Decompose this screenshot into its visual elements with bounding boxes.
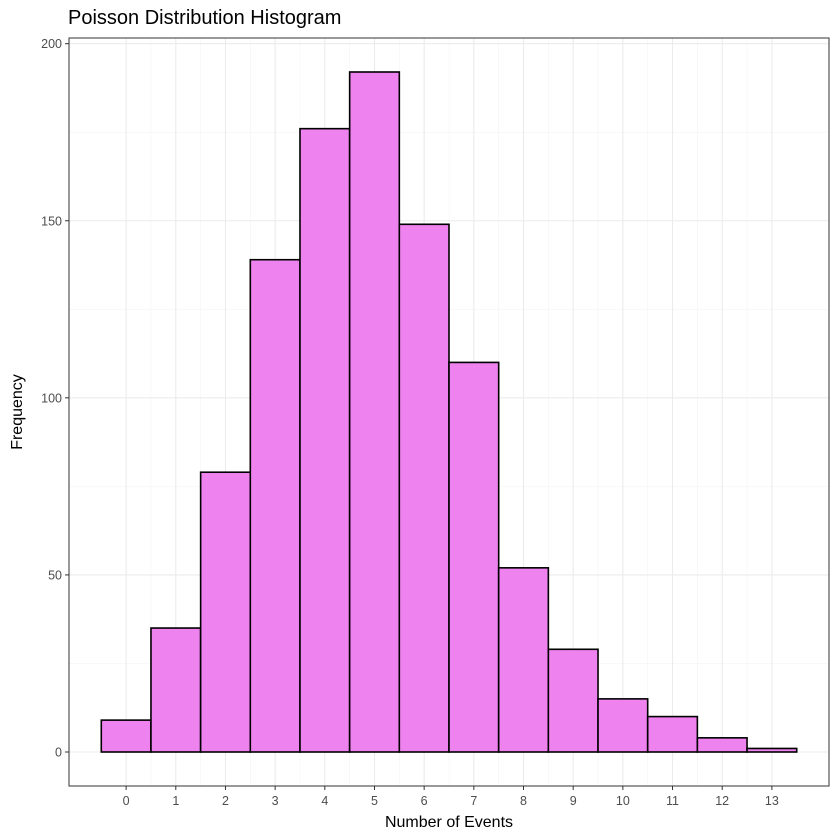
x-tick-label: 0: [123, 794, 130, 808]
x-tick-label: 2: [222, 794, 229, 808]
x-tick-label: 11: [666, 794, 679, 808]
x-tick-label: 10: [616, 794, 630, 808]
y-tick-label: 100: [41, 391, 62, 405]
y-tick-label: 50: [48, 568, 62, 582]
y-tick-label: 150: [41, 214, 62, 228]
bar-6: [398, 223, 450, 753]
bar-10: [597, 698, 649, 753]
bar-12: [696, 737, 748, 753]
x-tick-label: 12: [715, 794, 729, 808]
chart-title: Poisson Distribution Histogram: [68, 7, 341, 29]
x-tick-label: 9: [570, 794, 577, 808]
x-tick-label: 1: [172, 794, 179, 808]
bar-1: [150, 627, 202, 753]
x-axis-title: Number of Events: [385, 814, 513, 831]
bar-3: [249, 258, 301, 753]
bar-9: [547, 648, 599, 753]
bar-4: [299, 127, 351, 753]
x-tick-label: 4: [321, 794, 328, 808]
y-tick-label: 200: [41, 37, 62, 51]
y-axis-title: Frequency: [9, 374, 26, 450]
x-tick-label: 3: [272, 794, 279, 808]
bar-5: [348, 71, 401, 753]
bar-8: [497, 567, 550, 753]
x-tick-label: 6: [421, 794, 428, 808]
x-tick-label: 13: [765, 794, 779, 808]
x-tick-label: 7: [470, 794, 477, 808]
x-tick-label: 8: [520, 794, 527, 808]
panel-border: [68, 37, 830, 787]
y-axis: 0 50 100 150 200: [41, 37, 69, 760]
y-tick-label: 0: [55, 746, 62, 760]
bar-2: [199, 471, 252, 753]
bars: [100, 71, 798, 753]
bar-0: [100, 719, 152, 753]
x-axis: 0 1 2 3 4 5 6 7 8 9 10 11 12 13: [123, 786, 779, 808]
bar-11: [646, 715, 699, 753]
bar-13: [746, 747, 798, 753]
x-tick-label: 5: [371, 794, 378, 808]
bar-7: [448, 361, 500, 753]
